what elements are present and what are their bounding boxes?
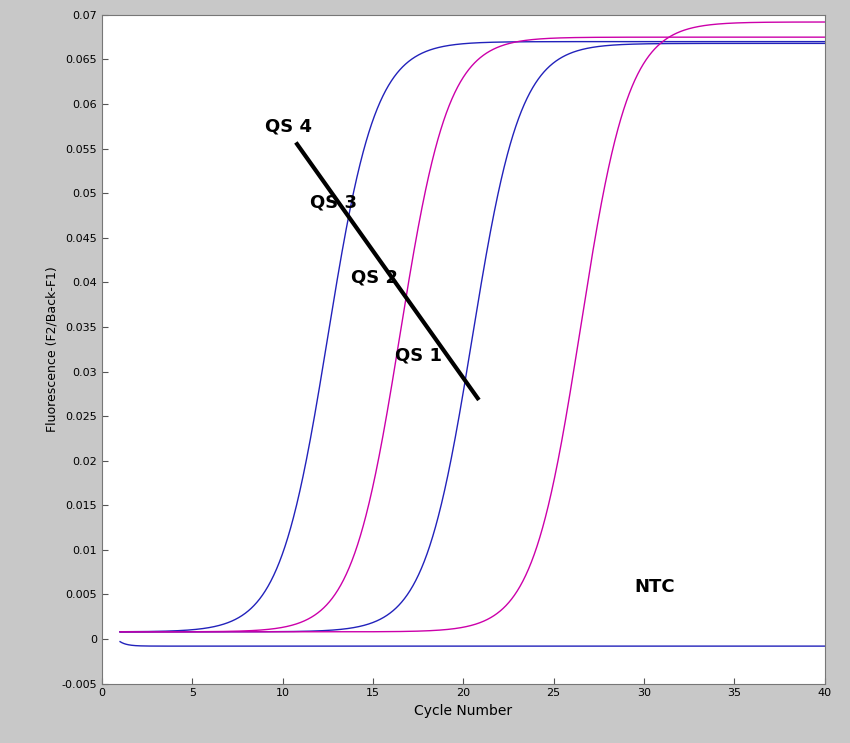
X-axis label: Cycle Number: Cycle Number [414,704,513,718]
Text: QS 2: QS 2 [351,269,399,287]
Text: QS 1: QS 1 [394,346,442,365]
Text: QS 3: QS 3 [309,193,357,211]
Text: QS 4: QS 4 [264,117,312,135]
Y-axis label: Fluorescence (F2/Back-F1): Fluorescence (F2/Back-F1) [46,266,59,432]
Text: NTC: NTC [635,578,676,597]
